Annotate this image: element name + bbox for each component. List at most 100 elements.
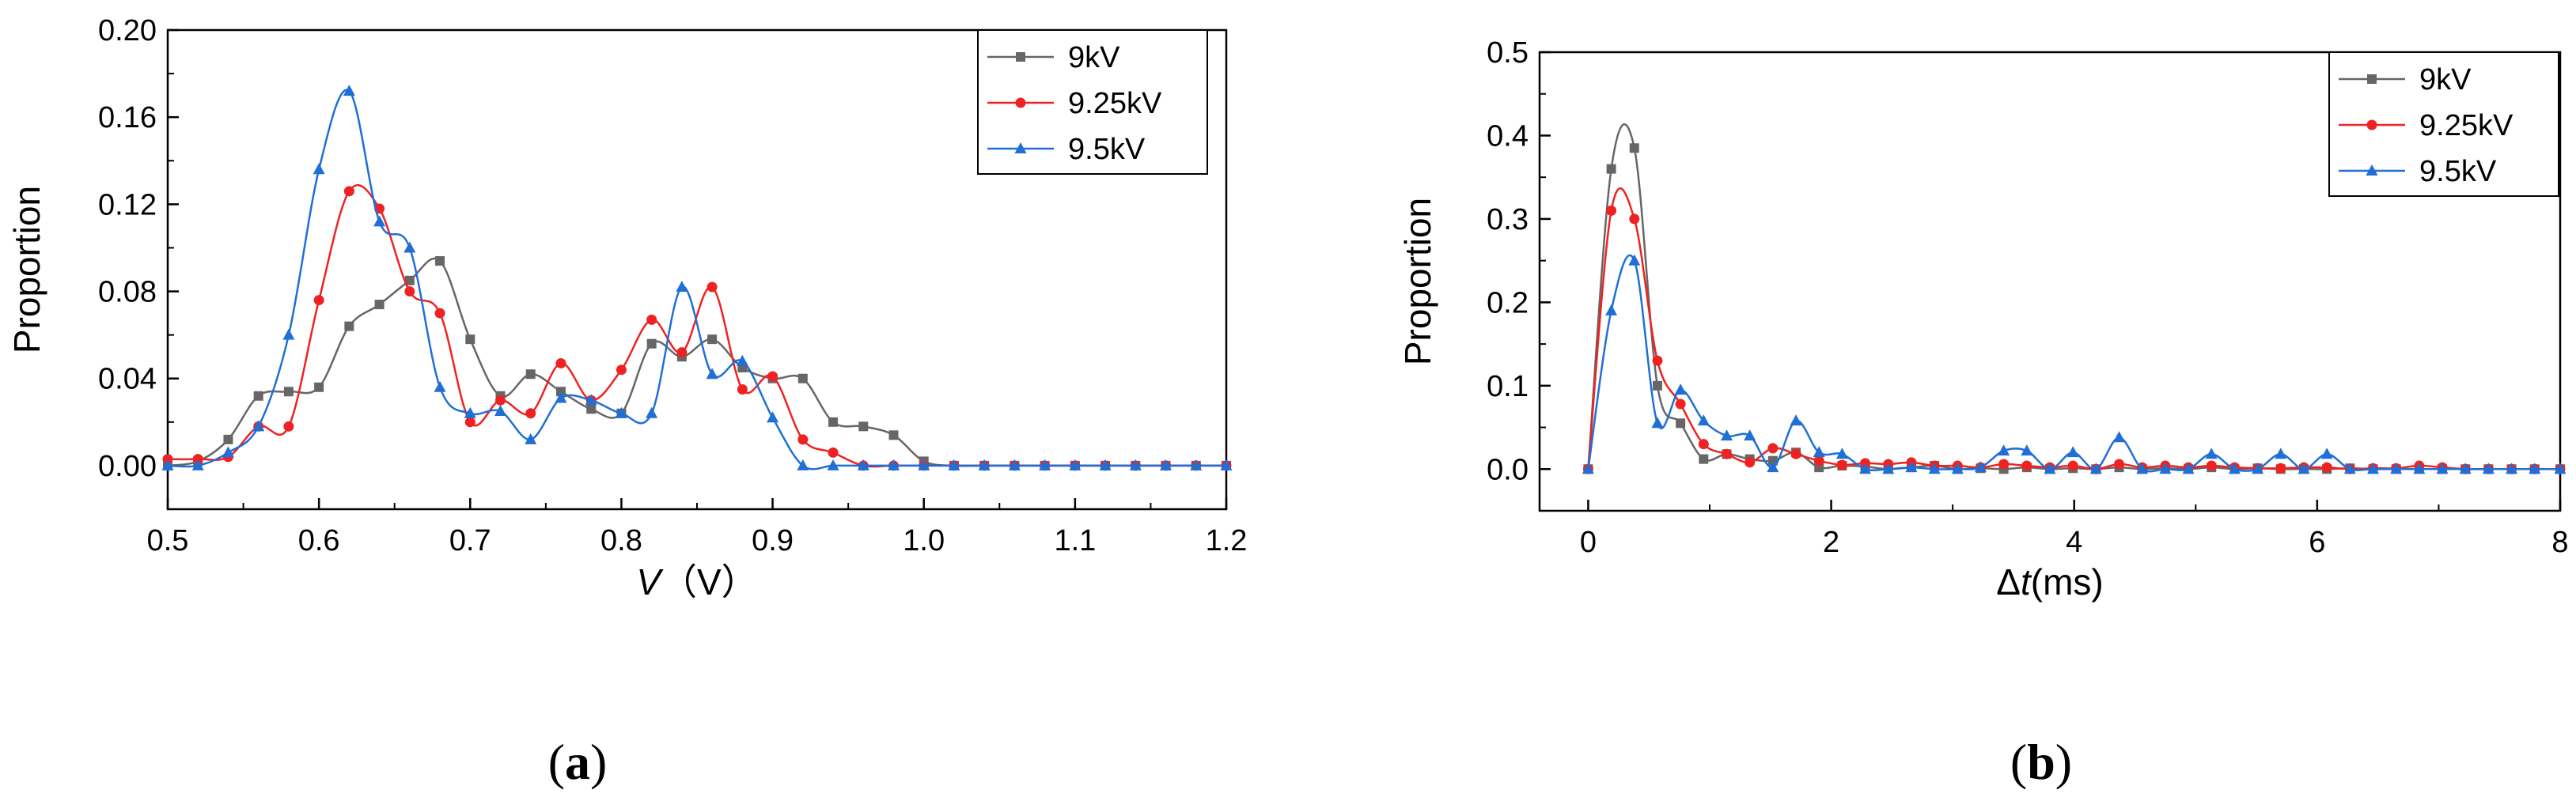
x-tick-label: 1.2: [1206, 524, 1248, 557]
series-9.25kV: [1582, 187, 2566, 474]
data-point: [2482, 463, 2495, 474]
data-point: [828, 417, 839, 427]
data-point: [1836, 459, 1847, 470]
data-point: [555, 357, 566, 368]
data-point: [2320, 448, 2333, 459]
data-point: [828, 447, 839, 458]
data-point: [1651, 417, 1664, 429]
data-point: [2089, 463, 2102, 474]
data-point: [797, 373, 808, 383]
data-point: [192, 454, 203, 465]
data-point: [1790, 448, 1801, 459]
data-point: [827, 459, 839, 470]
data-point: [586, 404, 597, 414]
data-point: [2436, 463, 2449, 474]
data-point: [857, 459, 869, 470]
data-point: [1629, 213, 1640, 225]
data-point: [2529, 463, 2541, 474]
y-axis-title: Proportion: [6, 186, 47, 353]
data-point: [1882, 463, 1895, 474]
legend: 9kV 9.25kV 9.5kV: [2328, 51, 2559, 197]
series-9kV: [163, 255, 1231, 470]
data-point: [495, 395, 506, 406]
data-point: [252, 420, 265, 432]
data-point: [2413, 463, 2426, 474]
data-point: [2252, 463, 2264, 474]
data-point: [373, 215, 386, 227]
x-tick-label: 0.6: [298, 524, 340, 557]
data-point: [525, 369, 536, 380]
data-point: [434, 308, 445, 319]
data-point: [1905, 461, 1918, 473]
data-point: [374, 300, 385, 310]
data-point: [1722, 448, 1732, 459]
y-tick-label: 0.0: [1487, 453, 1529, 486]
data-point: [222, 446, 234, 458]
data-point: [616, 365, 627, 376]
data-point: [1998, 444, 2010, 456]
data-point: [1813, 455, 1824, 466]
legend-label: 9kV: [2419, 63, 2472, 96]
data-point: [1676, 418, 1686, 429]
data-point: [797, 459, 809, 470]
series-9.25kV: [162, 184, 1232, 471]
data-point: [978, 459, 991, 470]
data-point: [1744, 457, 1756, 468]
data-point: [646, 338, 657, 349]
y-axis-title: Proportion: [1397, 198, 1438, 365]
data-point: [2113, 431, 2126, 443]
data-point: [343, 186, 354, 197]
series-9.5kV: [1582, 254, 2567, 474]
panel-label: (a): [548, 734, 608, 790]
legend-marker: [2367, 74, 2377, 84]
legend-marker: [2366, 164, 2378, 176]
data-point: [646, 406, 658, 418]
series-line: [167, 257, 1226, 467]
x-tick-label: 0.5: [147, 524, 189, 557]
data-point: [1813, 446, 1825, 458]
y-tick-label: 0.1: [1487, 370, 1529, 403]
data-point: [1675, 398, 1686, 410]
data-point: [344, 321, 354, 331]
data-point: [1605, 304, 1618, 315]
x-axis-title: Δt(ms): [1996, 561, 2103, 602]
data-point: [525, 408, 536, 419]
x-tick-label: 4: [2066, 526, 2082, 559]
data-point: [1767, 455, 1778, 466]
data-point: [2159, 463, 2172, 474]
data-point: [615, 406, 627, 418]
data-point: [2136, 463, 2149, 474]
data-point: [2390, 463, 2403, 474]
y-tick-label: 0.12: [98, 188, 157, 221]
x-tick-label: 0: [1580, 526, 1597, 559]
series-9.5kV: [161, 85, 1233, 470]
data-point: [2298, 463, 2310, 474]
x-axis-title: V（V）: [636, 561, 757, 602]
chart-b: 0.0 0.1 0.2 0.3 0.4 0.5 0 2 4 6 8 9kV 9.25kV 9.5kV Pro…: [1397, 36, 2569, 790]
data-point: [494, 405, 507, 417]
data-point: [2021, 444, 2033, 456]
data-point: [1928, 463, 1941, 474]
data-point: [555, 391, 567, 403]
legend-label: 9.25kV: [1068, 87, 1162, 120]
data-point: [1951, 463, 1964, 474]
data-point: [707, 334, 718, 345]
data-point: [162, 454, 173, 465]
data-point: [2066, 446, 2079, 458]
data-point: [283, 421, 294, 432]
data-point: [1998, 459, 2010, 470]
data-point: [676, 347, 688, 358]
data-point: [1220, 459, 1233, 470]
data-point: [1652, 355, 1663, 366]
data-point: [1039, 459, 1051, 470]
data-point: [1008, 459, 1021, 470]
data-point: [2275, 463, 2286, 474]
chart-a: 0.00 0.04 0.08 0.12 0.16 0.20 0.5 0.6 0.7 0.8 0.9 1…: [6, 14, 1247, 790]
legend-marker: [1015, 97, 1026, 108]
data-point: [2044, 463, 2056, 474]
legend-marker: [2366, 119, 2377, 130]
data-point: [1767, 443, 1779, 454]
legend-label: 9.5kV: [1068, 133, 1146, 166]
data-point: [1582, 463, 1594, 474]
